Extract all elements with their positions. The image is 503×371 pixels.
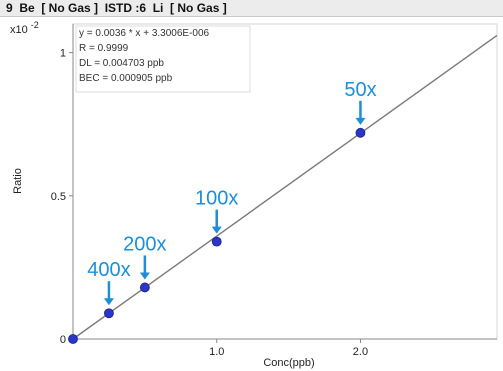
chart-header: 9 Be [ No Gas ] ISTD :6 Li [ No Gas ]	[0, 0, 503, 17]
x-axis-label: Conc(ppb)	[263, 357, 314, 369]
annotation-label: 200x	[123, 233, 166, 255]
annotation-arrow-head	[139, 272, 150, 280]
y-axis-label: Ratio	[12, 168, 24, 194]
data-point	[355, 127, 366, 138]
annotation-label: 100x	[195, 188, 238, 210]
x-tick-label: 2.0	[353, 346, 368, 358]
stat-line: y = 0.0036 * x + 3.3006E-006	[79, 28, 210, 39]
dilution-annotations: 400x 200x 100x 50x	[87, 79, 377, 306]
annotation-arrow-head	[355, 117, 366, 125]
y-tick-label: 1	[60, 48, 66, 60]
y-tick-label: 0	[60, 334, 66, 346]
chart-title: 9 Be [ No Gas ] ISTD :6 Li [ No Gas ]	[6, 1, 227, 15]
stat-line: BEC = 0.000905 ppb	[79, 73, 173, 84]
y-tick-label: 0.5	[51, 191, 66, 203]
fit-statistics-box: y = 0.0036 * x + 3.3006E-006 R = 0.9999 DL…	[75, 25, 251, 93]
x-tick-label: 1.0	[209, 346, 224, 358]
y-multiplier-label: x10 -2	[10, 20, 39, 36]
annotation-arrow-head	[103, 298, 114, 306]
data-point	[68, 334, 78, 344]
data-points	[68, 127, 366, 344]
annotation-arrow-head	[211, 226, 222, 234]
data-point	[104, 308, 114, 319]
annotation-label: 50x	[344, 79, 376, 101]
stat-line: DL = 0.004703 ppb	[79, 58, 164, 69]
data-point	[139, 282, 150, 293]
stat-line: R = 0.9999	[79, 43, 129, 54]
data-point	[211, 236, 222, 247]
annotation-label: 400x	[87, 259, 130, 281]
axes: 0 0.5 1 1.0 2.0 x10 -2 Conc(ppb) Ratio	[10, 20, 498, 369]
stats-box-frame	[75, 25, 251, 93]
